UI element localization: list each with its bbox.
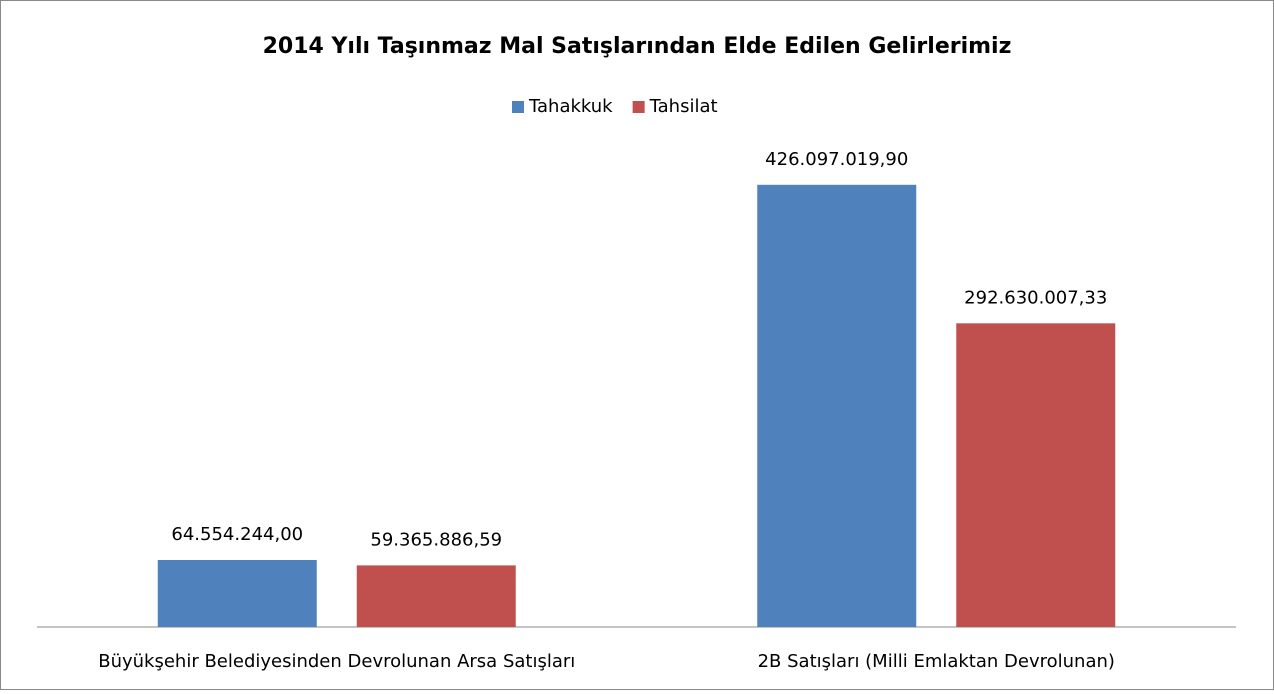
value-label: 292.630.007,33 [964, 287, 1107, 308]
value-label: 426.097.019,90 [765, 149, 908, 170]
chart-title: 2014 Yılı Taşınmaz Mal Satışlarından Eld… [263, 34, 1012, 59]
legend-swatch [512, 101, 524, 113]
value-label: 59.365.886,59 [370, 529, 502, 550]
legend-label: Tahakkuk [528, 96, 613, 117]
legend-swatch [632, 101, 645, 113]
bar [956, 323, 1116, 627]
x-tick-label: 2B Satışları (Milli Emlaktan Devrolunan) [758, 651, 1115, 672]
legend-label: Tahsilat [649, 96, 718, 117]
value-label: 64.554.244,00 [171, 524, 303, 545]
bar [157, 560, 317, 627]
x-tick-label: Büyükşehir Belediyesinden Devrolunan Ars… [98, 651, 575, 672]
bar [757, 184, 917, 628]
bar [356, 565, 516, 627]
